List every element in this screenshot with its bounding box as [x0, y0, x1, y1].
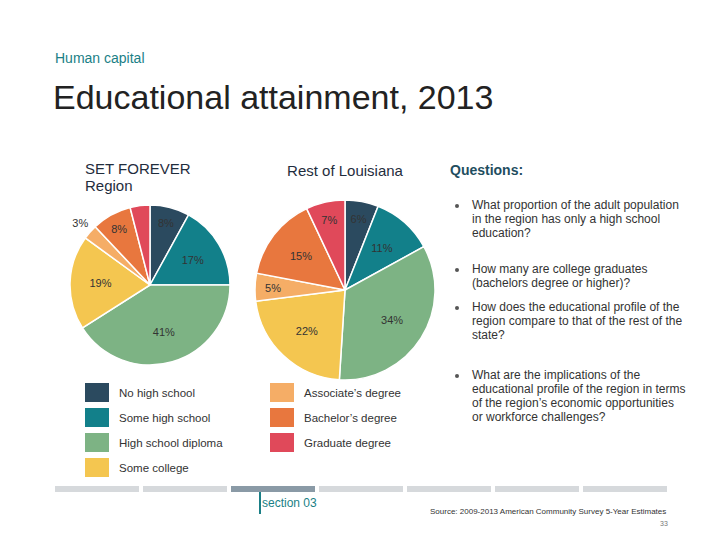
data-label: 19% — [89, 277, 111, 289]
legend-label: No high school — [119, 387, 195, 399]
data-label: 17% — [182, 254, 204, 266]
pie-slice — [307, 200, 345, 290]
data-label: 34% — [381, 314, 403, 326]
footer-bar — [319, 486, 403, 492]
data-label: 8% — [158, 217, 174, 229]
chart-title: Rest of Louisiana — [270, 162, 420, 179]
chart-title: SET FOREVER Region — [85, 160, 215, 194]
bullet — [455, 268, 459, 272]
legend-label: Some college — [119, 462, 189, 474]
source: Source: 2009-2013 American Community Sur… — [430, 507, 666, 516]
data-label: 15% — [290, 250, 312, 262]
legend-swatch — [270, 408, 294, 427]
data-label: 41% — [153, 326, 175, 338]
data-label: 22% — [296, 325, 318, 337]
page-title: Educational attainment, 2013 — [53, 78, 493, 117]
footer-bar — [495, 486, 579, 492]
data-label: 5% — [265, 282, 281, 294]
pie-slice — [256, 290, 345, 380]
legend-label: Some high school — [119, 412, 210, 424]
legend-label: Bachelor’s degree — [304, 412, 397, 424]
legend-item: Graduate degree — [270, 433, 391, 452]
section-label: Human capital — [55, 50, 145, 66]
legend-item: Associate’s degree — [270, 383, 401, 402]
footer-section: section 03 — [262, 496, 317, 510]
legend-item: Some high school — [85, 408, 210, 427]
data-label: 8% — [111, 223, 127, 235]
legend: No high school Some high school High schoo… — [85, 383, 401, 477]
pie — [70, 205, 230, 365]
data-label: 7% — [321, 214, 337, 226]
data-label: 3% — [72, 217, 88, 229]
bullet — [455, 204, 459, 208]
legend-label: Graduate degree — [304, 437, 391, 449]
footer-bar — [583, 486, 667, 492]
legend-item: Some college — [85, 458, 189, 477]
legend-swatch — [85, 408, 109, 427]
question: What are the implications of the educati… — [472, 368, 687, 424]
page-number: 33 — [660, 520, 668, 527]
pie — [255, 200, 435, 380]
legend-label: High school diploma — [119, 437, 223, 449]
question: What proportion of the adult population … — [472, 198, 687, 240]
legend-item: No high school — [85, 383, 195, 402]
legend-swatch — [85, 433, 109, 452]
legend-item: High school diploma — [85, 433, 223, 452]
question: How does the educational profile of the … — [472, 300, 687, 342]
legend-swatch — [270, 433, 294, 452]
legend-swatch — [85, 383, 109, 402]
bullet — [455, 374, 459, 378]
pie-slice — [130, 205, 150, 285]
footer-marker — [259, 492, 261, 514]
legend-label: Associate’s degree — [304, 387, 401, 399]
footer-bar — [143, 486, 227, 492]
question: How many are college graduates (bachelor… — [472, 262, 687, 290]
footer-bar — [407, 486, 491, 492]
footer-bar — [231, 486, 315, 492]
legend-swatch — [270, 383, 294, 402]
pie-slice — [339, 247, 435, 380]
footer-bar — [55, 486, 139, 492]
pie-slice — [150, 215, 230, 285]
bullet — [455, 306, 459, 310]
legend-swatch — [85, 458, 109, 477]
questions-title: Questions: — [450, 162, 523, 178]
data-labels: 8% 17% 41% 19% 3% 8% — [72, 217, 204, 339]
data-label: 11% — [371, 242, 392, 254]
data-label: 6% — [351, 213, 367, 225]
legend-item: Bachelor’s degree — [270, 408, 397, 427]
data-labels: 6% 11% 34% 22% 5% 15% 7% — [265, 213, 403, 336]
